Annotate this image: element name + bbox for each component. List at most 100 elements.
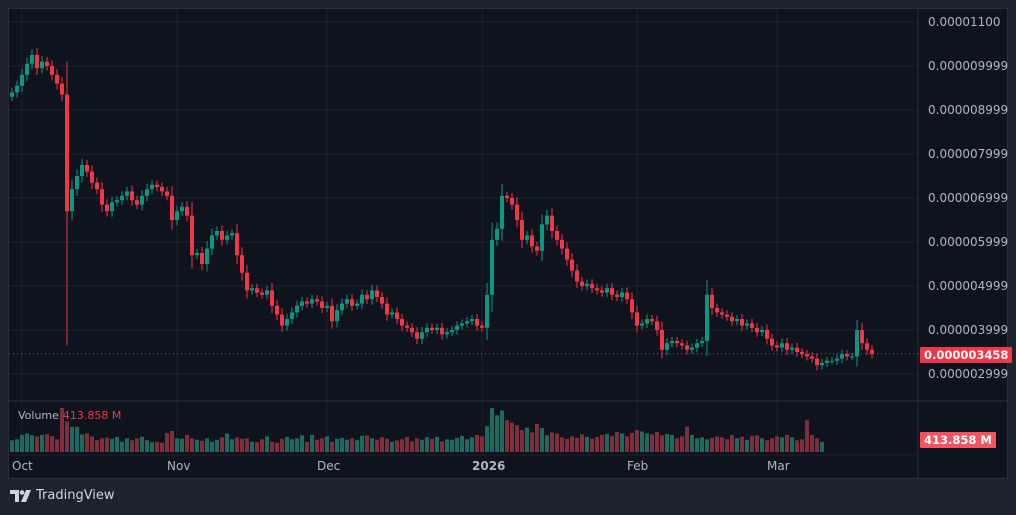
candle-body: [445, 332, 449, 335]
volume-bar: [320, 438, 324, 452]
candle-body: [865, 343, 869, 350]
volume-bar: [670, 434, 674, 452]
candle-body: [740, 319, 744, 326]
volume-bar: [240, 438, 244, 452]
candle-body: [420, 332, 424, 339]
volume-bar: [200, 440, 204, 452]
volume-bar: [665, 433, 669, 452]
volume-bar: [635, 430, 639, 452]
volume-bar: [95, 440, 99, 452]
volume-bar: [655, 431, 659, 452]
volume-bar: [390, 441, 394, 452]
candle-body: [155, 184, 159, 187]
candle-body: [225, 235, 229, 240]
volume-bar: [535, 423, 539, 452]
volume-bar: [575, 437, 579, 452]
volume-bar: [565, 438, 569, 452]
volume-bar: [625, 436, 629, 452]
candle-body: [175, 211, 179, 220]
volume-bar: [210, 441, 214, 452]
volume-bar: [500, 410, 504, 452]
candle-body: [630, 299, 634, 313]
candle-body: [820, 363, 824, 366]
volume-bar: [740, 436, 744, 452]
candle-body: [795, 347, 799, 352]
volume-bar: [510, 422, 514, 452]
volume-bar: [125, 438, 129, 452]
volume-bar: [120, 441, 124, 452]
volume-bar: [790, 437, 794, 452]
candle-body: [320, 301, 324, 308]
volume-bar: [330, 441, 334, 452]
volume-bar: [700, 437, 704, 452]
candle-body: [585, 283, 589, 286]
x-tick-label: Nov: [167, 459, 190, 473]
candle-body: [650, 319, 654, 322]
candle-body: [255, 288, 259, 293]
volume-bar: [175, 438, 179, 452]
volume-bar: [695, 438, 699, 452]
candle-body: [270, 290, 274, 306]
candle-body: [695, 343, 699, 348]
candle-body: [230, 233, 234, 236]
candle-body: [150, 184, 154, 190]
volume-bar: [145, 440, 149, 452]
volume-bar: [90, 436, 94, 452]
volume-bar: [440, 441, 444, 452]
candle-body: [55, 74, 59, 84]
y-tick-label: 0.000005999: [928, 235, 1008, 249]
candle-body: [75, 176, 79, 190]
volume-bar: [115, 436, 119, 452]
candle-body: [605, 288, 609, 293]
volume-bar: [190, 438, 194, 452]
volume-bar: [660, 435, 664, 452]
candle-body: [340, 303, 344, 311]
candle-body: [610, 288, 614, 295]
candle-body: [500, 195, 504, 229]
volume-bar: [295, 438, 299, 452]
candle-body: [800, 352, 804, 355]
candle-body: [160, 187, 164, 192]
candle-body: [435, 327, 439, 330]
candle-body: [785, 343, 789, 350]
volume-bar: [395, 440, 399, 452]
volume-bar: [325, 436, 329, 452]
volume-bar: [470, 437, 474, 452]
candle-body: [140, 195, 144, 205]
candle-body: [300, 301, 304, 306]
candle-body: [50, 66, 54, 75]
volume-bar: [805, 420, 809, 452]
volume-bar: [400, 439, 404, 452]
candle-body: [135, 200, 139, 205]
volume-bar: [410, 441, 414, 452]
volume-bar: [645, 433, 649, 452]
candle-body: [265, 290, 269, 295]
candle-body: [600, 290, 604, 293]
volume-bar: [820, 441, 824, 452]
volume-bar: [780, 437, 784, 452]
candle-body: [305, 301, 309, 304]
volume-bar: [265, 436, 269, 452]
candle-body: [395, 312, 399, 319]
volume-bar: [15, 439, 19, 452]
volume-bar: [620, 433, 624, 452]
candle-body: [510, 198, 514, 205]
candle-body: [845, 354, 849, 357]
candle-body: [595, 288, 599, 291]
y-tick-label: 0.000003999: [928, 323, 1008, 337]
volume-bar: [405, 436, 409, 452]
volume-bar: [70, 426, 74, 452]
candle-body: [390, 312, 394, 315]
volume-bar: [225, 433, 229, 452]
candle-body: [475, 319, 479, 326]
volume-bar: [475, 434, 479, 452]
candle-body: [705, 294, 709, 341]
volume-bar: [490, 408, 494, 452]
tradingview-logo[interactable]: TradingView: [10, 488, 115, 503]
candle-body: [515, 204, 519, 220]
candle-body: [545, 215, 549, 225]
candle-body: [35, 55, 39, 69]
y-tick-label: 0.000002999: [928, 367, 1008, 381]
volume-bar: [550, 432, 554, 452]
